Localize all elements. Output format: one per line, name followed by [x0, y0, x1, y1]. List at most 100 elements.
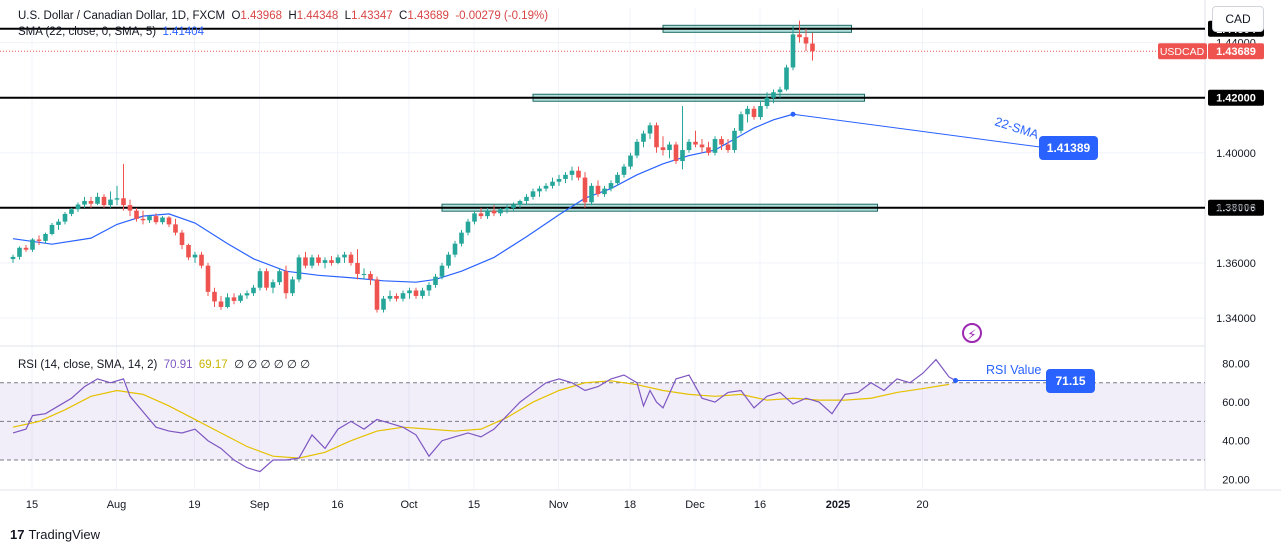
candle-body	[335, 257, 341, 263]
sma-legend: SMA (22, close, 0, SMA, 5) 1.41404	[18, 26, 204, 38]
candle-body	[797, 34, 802, 38]
candle-body	[264, 271, 269, 288]
candle-body	[212, 291, 217, 302]
candle-body	[764, 97, 770, 107]
candle-body	[121, 198, 126, 206]
candle-body	[537, 188, 542, 192]
rsi-callout-value: 71.15	[1055, 374, 1085, 388]
candle-body	[290, 279, 295, 294]
candle-body	[771, 92, 776, 98]
candle-body	[426, 284, 432, 291]
candle-body	[413, 290, 419, 296]
candle-body	[654, 125, 659, 148]
candle-body	[634, 141, 640, 156]
close-label: C	[399, 10, 408, 22]
high-value: 1.44348	[296, 10, 339, 22]
time-tick-label: 16	[331, 499, 343, 511]
level-price-tag	[1208, 89, 1264, 106]
candle-body	[166, 217, 172, 225]
candle-body	[17, 247, 22, 257]
currency-button[interactable]: CAD	[1212, 6, 1264, 32]
candle-body	[199, 254, 204, 266]
rsi-tick-label: 60.00	[1222, 397, 1250, 409]
candle-body	[322, 260, 328, 263]
candle-body	[550, 181, 555, 186]
price-tick-label: 1.34000	[1216, 313, 1256, 325]
level-price-label: 1.38006	[1216, 203, 1256, 215]
level-price-label: 1.42000	[1216, 93, 1256, 105]
candle-body	[10, 256, 16, 260]
rsi-value: 70.91	[163, 359, 193, 371]
low-label: L	[344, 10, 352, 22]
candle-body	[680, 150, 685, 162]
candle-body	[602, 188, 607, 195]
symbol-tag	[1158, 43, 1207, 60]
candle-body	[660, 147, 666, 151]
footer-brand[interactable]: 17 TradingView	[10, 527, 100, 542]
rsi-pane	[0, 358, 1205, 473]
last-price-label: 1.43689	[1216, 46, 1256, 58]
candle-body	[784, 67, 789, 90]
candle-body	[543, 185, 549, 189]
rsi-tick-label: 40.00	[1222, 436, 1250, 448]
candle-body	[719, 139, 724, 145]
time-tick-label: Dec	[685, 499, 705, 511]
sma-label: SMA (22, close, 0, SMA, 5)	[18, 26, 157, 38]
lightning-icon[interactable]: ⚡	[962, 323, 982, 343]
candle-body	[361, 273, 367, 275]
price-tick-label: 1.40000	[1216, 148, 1256, 160]
candle-body	[127, 205, 133, 211]
rsi-ma-line	[12, 380, 950, 459]
sma-22-line	[12, 113, 794, 283]
rsi-tick-label: 80.00	[1222, 358, 1250, 370]
candle-body	[218, 301, 224, 307]
candle-body	[608, 183, 614, 189]
rsi-line	[12, 358, 956, 473]
last-price-tag	[1208, 43, 1264, 60]
candle-body	[738, 114, 744, 131]
candle-body	[790, 34, 796, 68]
candle-body	[673, 144, 679, 162]
candle-body	[49, 224, 55, 235]
candle-body	[595, 185, 601, 195]
candle-body	[303, 257, 308, 266]
candle-body	[95, 196, 100, 204]
candle-body	[777, 89, 783, 93]
candle-body	[88, 200, 94, 204]
candle-body	[446, 254, 451, 266]
open-value: 1.43968	[240, 10, 282, 22]
candle-body	[368, 273, 373, 280]
candle-body	[205, 265, 211, 292]
candle-body	[517, 200, 523, 205]
candle-body	[355, 262, 360, 274]
candle-body	[472, 213, 477, 222]
low-value: 1.43347	[351, 10, 393, 22]
candle-body	[530, 191, 536, 197]
candle-body	[732, 130, 737, 151]
candle-body	[758, 106, 763, 118]
symbol-title: U.S. Dollar / Canadian Dollar, 1D, FXCM	[18, 10, 226, 22]
candle-body	[563, 174, 568, 179]
candle-body	[69, 209, 74, 214]
candle-body	[270, 282, 276, 288]
candle-body	[30, 239, 35, 250]
candle-body	[244, 293, 250, 296]
candle-body	[706, 147, 711, 153]
candle-body	[108, 199, 113, 206]
candle-body	[283, 271, 289, 294]
candle-body	[589, 185, 594, 203]
candle-body	[277, 271, 282, 283]
rsi-callout-box	[1046, 369, 1095, 393]
rsi-tick-label: 20.00	[1222, 474, 1250, 486]
annotations: USDCAD 1.43689 22-SMA 1.41389 RSI Value 71.15	[790, 43, 1264, 393]
candle-body	[257, 271, 263, 288]
candle-body	[621, 166, 627, 175]
candle-body	[556, 178, 562, 182]
candle-body	[433, 276, 438, 285]
candle-body	[439, 265, 445, 277]
candle-body	[725, 144, 731, 151]
candle-body	[498, 209, 503, 214]
candle-body	[452, 243, 458, 255]
